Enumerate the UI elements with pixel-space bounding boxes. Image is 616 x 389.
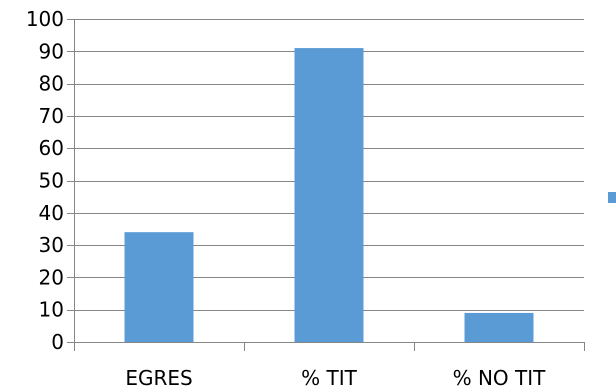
y-tick-label-40: 40 (39, 201, 64, 225)
y-tick-label-90: 90 (39, 39, 64, 63)
y-axis-tick-labels: 0 10 20 30 40 50 60 70 80 90 100 (26, 7, 64, 354)
y-tick-label-10: 10 (39, 298, 64, 322)
y-tick-label-30: 30 (39, 233, 64, 257)
y-tick-label-20: 20 (39, 265, 64, 289)
legend-swatch (608, 192, 616, 203)
x-axis-tick-labels: EGRES % TIT % NO TIT (125, 366, 546, 389)
bar-egres (124, 232, 194, 342)
x-axis (74, 19, 585, 351)
y-tick-label-80: 80 (39, 72, 64, 96)
y-tick-label-100: 100 (26, 7, 64, 31)
legend (608, 192, 616, 203)
x-tick-label-tit: % TIT (301, 366, 357, 389)
y-tick-label-60: 60 (39, 136, 64, 160)
y-tick-label-70: 70 (39, 104, 64, 128)
bar-no-tit (464, 312, 534, 342)
x-tick-label-no-tit: % NO TIT (453, 366, 547, 389)
bars (124, 48, 534, 342)
x-tick-label-egres: EGRES (125, 366, 192, 389)
y-tick-label-0: 0 (51, 330, 64, 354)
bar-tit (294, 48, 364, 342)
y-tick-label-50: 50 (39, 169, 64, 193)
